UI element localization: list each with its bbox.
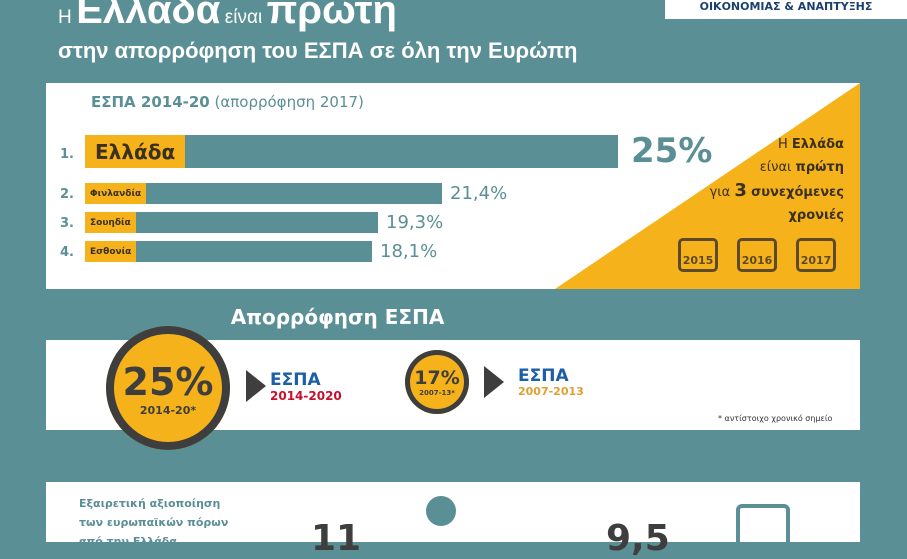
bottom-text: Εξαιρετική αξιοποίηση των ευρωπαϊκών πόρω…: [79, 497, 229, 548]
rank-number: 3.: [60, 216, 74, 231]
bar-estonia: Εσθονία: [85, 241, 372, 262]
coins-icon: [426, 496, 456, 526]
bottom-card: Εξαιρετική αξιοποίηση των ευρωπαϊκών πόρω…: [46, 482, 860, 559]
bar-finland: Φινλανδία: [85, 183, 442, 204]
value-finland: 21,4%: [450, 183, 508, 204]
ranking-title: ΕΣΠΑ 2014-20 (απορρόφηση 2017): [91, 93, 364, 111]
page-title: Η Ελλάδα είναι πρώτη: [58, 0, 397, 32]
bar-sweden: Σουηδία: [85, 212, 378, 233]
arrow-icon: [484, 366, 504, 398]
stat-9-5: 9,5: [606, 518, 670, 559]
calendar-icon: 2016: [737, 238, 777, 272]
calendar-icon: [736, 504, 790, 554]
ministry-logo: ΟΙΚΟΝΟΜΙΑΣ & ΑΝΑΠΤΥΞΗΣ: [665, 0, 907, 19]
page-subtitle: στην απορρόφηση του ΕΣΠΑ σε όλη την Ευρώ…: [58, 38, 578, 63]
espa-2007-logo: ΕΣΠΑ 2007-2013: [518, 366, 584, 399]
value-estonia: 18,1%: [380, 241, 438, 262]
first-three-years-text: Η Ελλάδα είναι πρώτη για 3 συνεχόμενες χ…: [709, 137, 844, 223]
arrow-icon: [246, 370, 266, 402]
bar-greece: Ελλάδα: [85, 135, 618, 168]
value-greece: 25%: [631, 131, 713, 171]
calendar-icon: 2015: [678, 238, 718, 272]
rank-number: 1.: [60, 147, 74, 162]
absorption-circle-2007: 17% 2007-13*: [405, 350, 469, 414]
rank-number: 2.: [60, 187, 74, 202]
value-sweden: 19,3%: [386, 212, 444, 233]
absorption-heading: Απορρόφηση ΕΣΠΑ: [230, 305, 445, 329]
ranking-card: ΕΣΠΑ 2014-20 (απορρόφηση 2017) 1. Ελλάδα…: [46, 83, 860, 289]
footnote: * αντίστοιχο χρονικό σημείο: [718, 414, 833, 423]
absorption-circle-2014: 25% 2014-20*: [106, 326, 230, 450]
calendar-icon: 2017: [796, 238, 836, 272]
stat-11: 11: [311, 518, 362, 559]
rank-number: 4.: [60, 245, 74, 260]
espa-2014-logo: ΕΣΠΑ 2014-2020: [270, 370, 342, 404]
